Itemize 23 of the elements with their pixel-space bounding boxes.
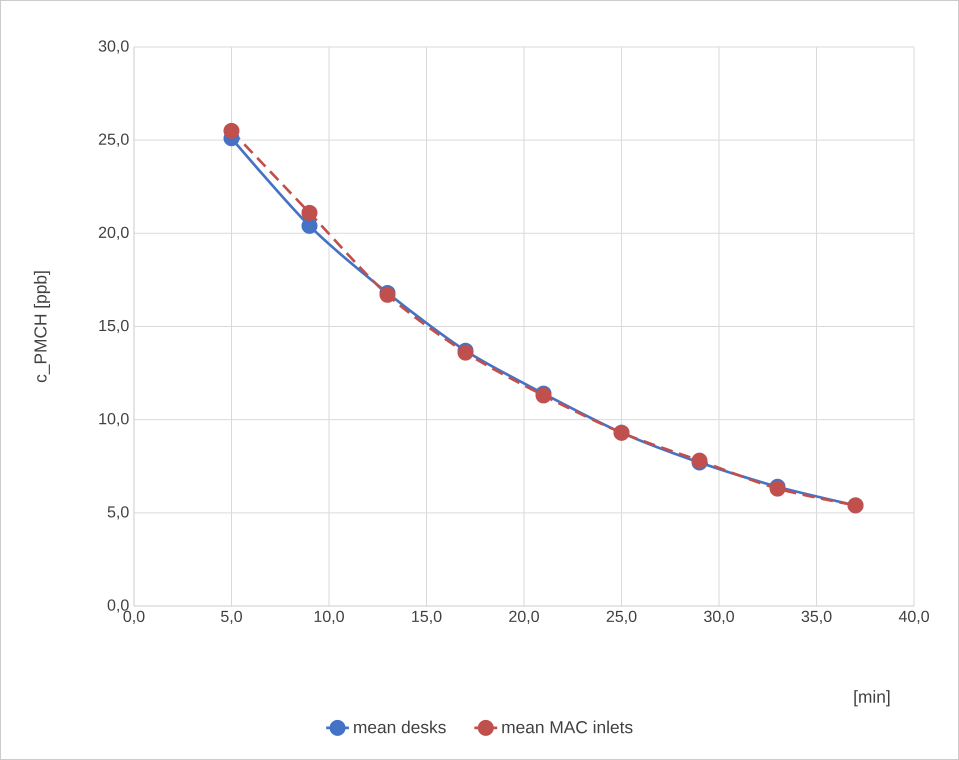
point — [301, 204, 318, 221]
point — [223, 122, 240, 139]
y-tick-label: 30,0 — [98, 40, 129, 54]
x-tick-label: 10,0 — [314, 610, 344, 624]
x-tick-label: 35,0 — [802, 610, 832, 624]
x-tick-label: 15,0 — [412, 610, 442, 624]
y-tick-label: 25,0 — [98, 134, 129, 147]
x-tick-label: 25,0 — [606, 610, 636, 624]
y-tick-label: 10,0 — [99, 413, 129, 426]
legend-label: mean MAC inlets — [502, 720, 632, 734]
x-tick-label: 20,0 — [509, 610, 539, 624]
x-tick-label: 0,0 — [123, 610, 144, 624]
y-tick-label: 5,0 — [108, 506, 129, 520]
y-axis-title: c_PMCH [ppb] — [34, 271, 50, 382]
y-tick-label: 20,0 — [98, 226, 129, 240]
x-tick-label: 40,0 — [898, 610, 929, 624]
x-tick-label: 5,0 — [221, 610, 242, 624]
x-tick-label: 30,0 — [704, 610, 734, 624]
x-axis-title: [min] — [854, 690, 890, 706]
y-tick-label: 15,0 — [99, 320, 129, 334]
point — [301, 218, 318, 234]
legend-label: mean desks — [354, 720, 446, 734]
y-tick-label: 0,0 — [108, 599, 129, 613]
